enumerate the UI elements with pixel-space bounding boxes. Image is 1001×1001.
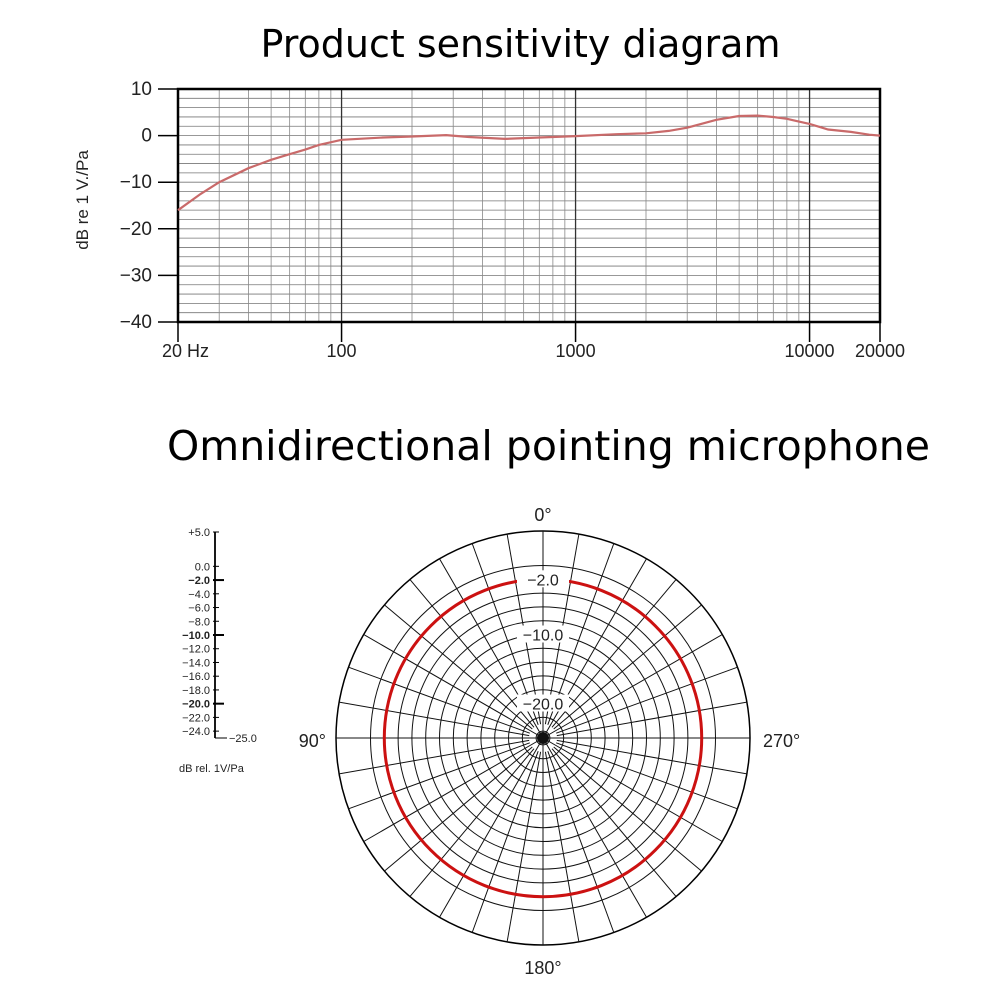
center-dot bbox=[537, 732, 549, 744]
radial-spoke bbox=[339, 701, 530, 737]
radial-spoke bbox=[506, 751, 542, 942]
scale-label: −10.0 bbox=[182, 630, 210, 642]
polar-chart-title: Omnidirectional pointing microphone bbox=[166, 422, 931, 470]
y-tick-label: 0 bbox=[141, 126, 152, 147]
scale-unit-label: dB rel. 1V/Pa bbox=[179, 763, 245, 775]
db-ring bbox=[508, 703, 578, 773]
scale-label: −14.0 bbox=[182, 657, 210, 669]
ring-label: −10.0 bbox=[523, 628, 564, 645]
radial-spoke bbox=[439, 558, 542, 736]
plot-frame bbox=[176, 87, 882, 324]
angle-label: 90° bbox=[299, 731, 326, 751]
db-scale: +5.0 0.0 −2.0 −4.0 −6.0−8.0 −10.0 −12.0−14.0 −1… bbox=[179, 527, 257, 775]
scale-label: +5.0 bbox=[188, 527, 210, 539]
radial-spoke bbox=[547, 751, 615, 933]
scale-label: −2.0 bbox=[188, 575, 210, 587]
ring-label-bg bbox=[517, 694, 569, 712]
radial-spoke bbox=[384, 746, 533, 872]
scale-label: −16.0 bbox=[182, 671, 210, 683]
radial-spoke bbox=[556, 739, 747, 775]
sensitivity-chart-title: Product sensitivity diagram bbox=[260, 22, 781, 66]
scale-label: −12.0 bbox=[182, 644, 210, 656]
radial-spoke bbox=[363, 634, 541, 737]
frequency-response-line bbox=[177, 114, 881, 212]
db-ring bbox=[411, 606, 675, 870]
db-ring bbox=[383, 578, 703, 898]
outer-ring bbox=[335, 530, 751, 946]
scale-label: −4.0 bbox=[188, 589, 210, 601]
angle-label: 270° bbox=[763, 731, 800, 751]
radial-spoke bbox=[551, 748, 677, 897]
y-tick-label: −40 bbox=[120, 312, 152, 333]
db-ring bbox=[480, 675, 606, 801]
db-ring bbox=[425, 620, 661, 856]
radial-spoke bbox=[339, 739, 530, 775]
y-axis-label: dB re 1 V./Pa bbox=[73, 150, 92, 250]
x-tick-label: 20 Hz bbox=[162, 341, 209, 361]
radial-spoke bbox=[551, 579, 677, 728]
ring-label: −2.0 bbox=[527, 572, 559, 589]
radial-spoke bbox=[348, 666, 530, 734]
radial-spoke bbox=[545, 634, 723, 737]
y-tick-label: −10 bbox=[120, 172, 152, 193]
x-tick-label: 100 bbox=[327, 341, 357, 361]
radial-spoke bbox=[439, 740, 542, 918]
db-ring bbox=[494, 689, 592, 787]
radial-spoke bbox=[556, 666, 738, 734]
radial-spoke bbox=[363, 739, 541, 842]
angle-label: 180° bbox=[524, 958, 561, 978]
radial-spoke bbox=[547, 543, 615, 725]
y-tick-label: −20 bbox=[120, 219, 152, 240]
radial-spoke bbox=[556, 742, 738, 810]
scale-label: −22.0 bbox=[182, 712, 210, 724]
radial-spoke bbox=[544, 751, 580, 942]
db-ring bbox=[466, 661, 620, 815]
angle-label: 0° bbox=[534, 505, 551, 525]
polar-response-circle bbox=[382, 577, 704, 899]
radial-spoke bbox=[348, 742, 530, 810]
db-ring bbox=[439, 634, 647, 842]
radial-spoke bbox=[553, 604, 702, 730]
radial-spoke bbox=[471, 543, 539, 725]
db-ring bbox=[370, 565, 716, 911]
scale-label: −8.0 bbox=[188, 616, 210, 628]
ring-label-bg bbox=[517, 625, 569, 643]
radial-spoke bbox=[545, 739, 723, 842]
x-tick-label: 20000 bbox=[855, 341, 905, 361]
y-tick-label: −30 bbox=[120, 265, 152, 286]
db-ring bbox=[521, 716, 565, 760]
y-tick-label: 10 bbox=[131, 79, 152, 100]
radial-spoke bbox=[409, 748, 535, 897]
scale-label: −20.0 bbox=[182, 699, 210, 711]
radial-spoke bbox=[544, 534, 580, 725]
scale-label: −18.0 bbox=[182, 685, 210, 697]
polar-labels: 0° 90° 180° 270° −2.0 −10.0 −20.0 bbox=[299, 505, 800, 978]
radial-spoke bbox=[409, 579, 535, 728]
radial-spoke bbox=[553, 746, 702, 872]
radial-spoke bbox=[544, 558, 647, 736]
x-tick-label: 1000 bbox=[556, 341, 596, 361]
polar-grid bbox=[335, 530, 751, 946]
radial-spoke bbox=[471, 751, 539, 933]
x-tick-label: 10000 bbox=[785, 341, 835, 361]
radial-spoke bbox=[544, 740, 647, 918]
ring-label: −20.0 bbox=[523, 697, 564, 714]
frequency-grid bbox=[178, 88, 880, 323]
radial-spoke bbox=[556, 701, 747, 737]
scale-label: −6.0 bbox=[188, 603, 210, 615]
db-ring bbox=[397, 592, 689, 884]
scale-label: −24.0 bbox=[182, 726, 210, 738]
scale-label: 0.0 bbox=[195, 561, 210, 573]
radial-spoke bbox=[506, 534, 542, 725]
radial-spoke bbox=[384, 604, 533, 730]
scale-label: −25.0 bbox=[229, 733, 257, 745]
db-ring bbox=[535, 730, 551, 746]
db-ring bbox=[452, 647, 634, 829]
ring-label-bg bbox=[517, 570, 569, 588]
